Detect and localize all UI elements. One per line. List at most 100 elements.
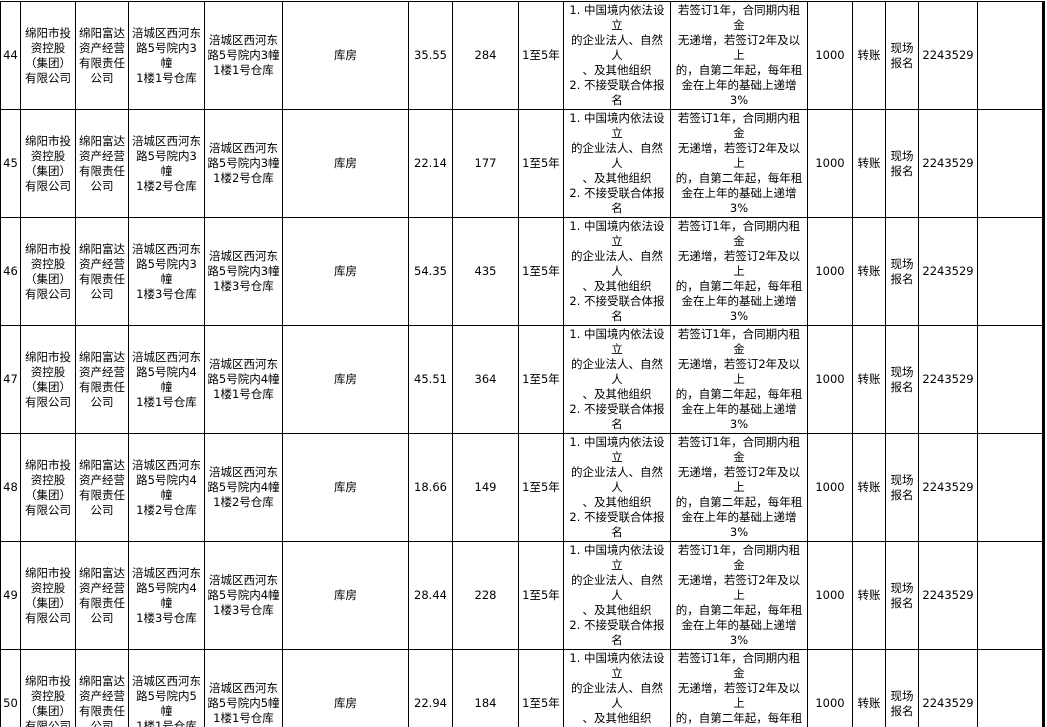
cell-owner: 绵阳市投 资控股 （集团） 有限公司 (20, 109, 76, 218)
table-row: 48 绵阳市投 资控股 （集团） 有限公司 绵阳富达 资产经营 有限责任 公司 涪城区… (0, 433, 1044, 542)
cell-usage: 库房 (282, 325, 409, 434)
cell-extra (977, 649, 1044, 727)
cell-manager: 绵阳富达 资产经营 有限责任 公司 (75, 109, 129, 218)
cell-manager: 绵阳富达 资产经营 有限责任 公司 (75, 1, 129, 110)
cell-payment: 转账 (852, 541, 886, 650)
cell-phone: 2243529 (918, 109, 978, 218)
cell-address1: 涪城区西河东 路5号院内4幢 1楼3号仓库 (128, 541, 205, 650)
cell-no: 49 (0, 541, 21, 650)
cell-usage: 库房 (282, 1, 409, 110)
cell-registration: 现场 报名 (885, 649, 919, 727)
cell-owner: 绵阳市投 资控股 （集团） 有限公司 (20, 1, 76, 110)
cell-deposit: 1000 (807, 541, 853, 650)
cell-owner: 绵阳市投 资控股 （集团） 有限公司 (20, 433, 76, 542)
cell-term: 1至5年 (518, 649, 564, 727)
cell-usage: 库房 (282, 217, 409, 326)
cell-address1: 涪城区西河东 路5号院内4幢 1楼1号仓库 (128, 325, 205, 434)
cell-term: 1至5年 (518, 325, 564, 434)
cell-usage: 库房 (282, 541, 409, 650)
cell-qualification: 1. 中国境内依法设立 的企业法人、自然人 、及其他组织 2. 不接受联合体报名 (563, 109, 671, 218)
cell-manager: 绵阳富达 资产经营 有限责任 公司 (75, 325, 129, 434)
cell-no: 44 (0, 1, 21, 110)
cell-payment: 转账 (852, 1, 886, 110)
cell-terms: 若签订1年，合同期内租金 无递增，若签订2年及以上 的，自第二年起，每年租 金在… (670, 217, 808, 326)
cell-registration: 现场 报名 (885, 541, 919, 650)
cell-address1: 涪城区西河东 路5号院内5幢 1楼1号仓库 (128, 649, 205, 727)
cell-extra (977, 217, 1044, 326)
cell-extra (977, 541, 1044, 650)
cell-address1: 涪城区西河东 路5号院内4幢 1楼2号仓库 (128, 433, 205, 542)
cell-rent: 435 (452, 217, 519, 326)
table-row: 49 绵阳市投 资控股 （集团） 有限公司 绵阳富达 资产经营 有限责任 公司 涪城区… (0, 541, 1044, 650)
cell-phone: 2243529 (918, 541, 978, 650)
cell-registration: 现场 报名 (885, 433, 919, 542)
table-row: 47 绵阳市投 资控股 （集团） 有限公司 绵阳富达 资产经营 有限责任 公司 涪城区… (0, 325, 1044, 434)
cell-rent: 364 (452, 325, 519, 434)
cell-term: 1至5年 (518, 217, 564, 326)
cell-manager: 绵阳富达 资产经营 有限责任 公司 (75, 541, 129, 650)
cell-term: 1至5年 (518, 541, 564, 650)
cell-payment: 转账 (852, 433, 886, 542)
cell-address1: 涪城区西河东 路5号院内3幢 1楼2号仓库 (128, 109, 205, 218)
cell-usage: 库房 (282, 109, 409, 218)
cell-address2: 涪城区西河东 路5号院内3幢 1楼3号仓库 (204, 217, 283, 326)
cell-registration: 现场 报名 (885, 1, 919, 110)
cell-terms: 若签订1年，合同期内租金 无递增，若签订2年及以上 的，自第二年起，每年租 金在… (670, 1, 808, 110)
cell-phone: 2243529 (918, 1, 978, 110)
cell-terms: 若签订1年，合同期内租金 无递增，若签订2年及以上 的，自第二年起，每年租 金在… (670, 541, 808, 650)
cell-qualification: 1. 中国境内依法设立 的企业法人、自然人 、及其他组织 2. 不接受联合体报名 (563, 1, 671, 110)
cell-manager: 绵阳富达 资产经营 有限责任 公司 (75, 217, 129, 326)
cell-extra (977, 1, 1044, 110)
cell-rent: 184 (452, 649, 519, 727)
cell-deposit: 1000 (807, 433, 853, 542)
cell-deposit: 1000 (807, 217, 853, 326)
cell-address1: 涪城区西河东 路5号院内3幢 1楼3号仓库 (128, 217, 205, 326)
cell-terms: 若签订1年，合同期内租金 无递增，若签订2年及以上 的，自第二年起，每年租 金在… (670, 649, 808, 727)
cell-usage: 库房 (282, 649, 409, 727)
cell-terms: 若签订1年，合同期内租金 无递增，若签订2年及以上 的，自第二年起，每年租 金在… (670, 109, 808, 218)
cell-extra (977, 433, 1044, 542)
cell-area: 18.66 (408, 433, 453, 542)
cell-no: 48 (0, 433, 21, 542)
cell-payment: 转账 (852, 217, 886, 326)
cell-qualification: 1. 中国境内依法设立 的企业法人、自然人 、及其他组织 2. 不接受联合体报名 (563, 325, 671, 434)
cell-rent: 177 (452, 109, 519, 218)
cell-address2: 涪城区西河东 路5号院内3幢 1楼1号仓库 (204, 1, 283, 110)
cell-area: 45.51 (408, 325, 453, 434)
table-row: 46 绵阳市投 资控股 （集团） 有限公司 绵阳富达 资产经营 有限责任 公司 涪城区… (0, 217, 1044, 326)
cell-area: 35.55 (408, 1, 453, 110)
cell-deposit: 1000 (807, 649, 853, 727)
cell-term: 1至5年 (518, 109, 564, 218)
cell-qualification: 1. 中国境内依法设立 的企业法人、自然人 、及其他组织 2. 不接受联合体报名 (563, 217, 671, 326)
cell-deposit: 1000 (807, 109, 853, 218)
cell-owner: 绵阳市投 资控股 （集团） 有限公司 (20, 541, 76, 650)
cell-manager: 绵阳富达 资产经营 有限责任 公司 (75, 649, 129, 727)
cell-term: 1至5年 (518, 1, 564, 110)
cell-payment: 转账 (852, 325, 886, 434)
table-row: 45 绵阳市投 资控股 （集团） 有限公司 绵阳富达 资产经营 有限责任 公司 涪城区… (0, 109, 1044, 218)
cell-area: 22.14 (408, 109, 453, 218)
cell-registration: 现场 报名 (885, 109, 919, 218)
table-row: 50 绵阳市投 资控股 （集团） 有限公司 绵阳富达 资产经营 有限责任 公司 涪城区… (0, 649, 1044, 727)
cell-no: 45 (0, 109, 21, 218)
cell-phone: 2243529 (918, 649, 978, 727)
cell-address2: 涪城区西河东 路5号院内3幢 1楼2号仓库 (204, 109, 283, 218)
cell-rent: 228 (452, 541, 519, 650)
cell-extra (977, 109, 1044, 218)
cell-registration: 现场 报名 (885, 217, 919, 326)
cell-address2: 涪城区西河东 路5号院内5幢 1楼1号仓库 (204, 649, 283, 727)
cell-address2: 涪城区西河东 路5号院内4幢 1楼2号仓库 (204, 433, 283, 542)
cell-usage: 库房 (282, 433, 409, 542)
cell-terms: 若签订1年，合同期内租金 无递增，若签订2年及以上 的，自第二年起，每年租 金在… (670, 325, 808, 434)
cell-owner: 绵阳市投 资控股 （集团） 有限公司 (20, 325, 76, 434)
cell-term: 1至5年 (518, 433, 564, 542)
cell-manager: 绵阳富达 资产经营 有限责任 公司 (75, 433, 129, 542)
cell-owner: 绵阳市投 资控股 （集团） 有限公司 (20, 217, 76, 326)
cell-deposit: 1000 (807, 325, 853, 434)
cell-address1: 涪城区西河东 路5号院内3幢 1楼1号仓库 (128, 1, 205, 110)
cell-address2: 涪城区西河东 路5号院内4幢 1楼3号仓库 (204, 541, 283, 650)
cell-phone: 2243529 (918, 433, 978, 542)
cell-rent: 284 (452, 1, 519, 110)
